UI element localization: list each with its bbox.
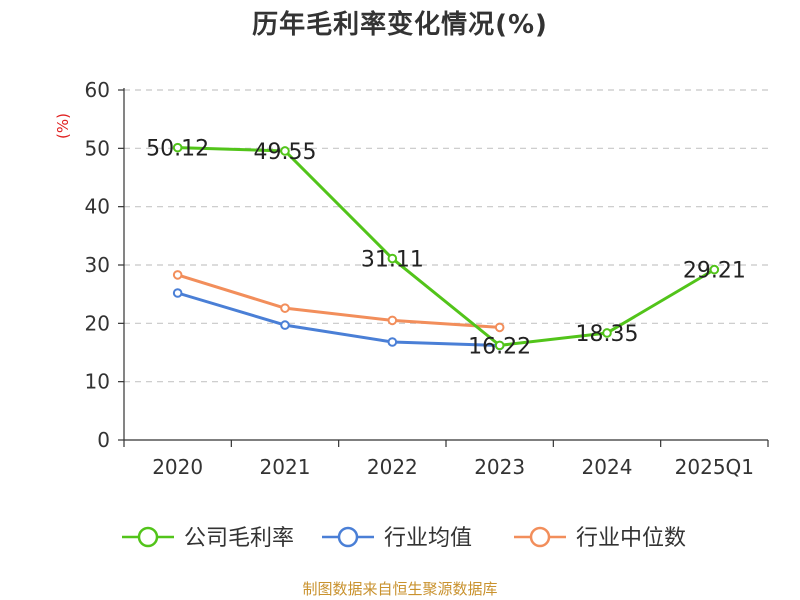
y-tick-label: 40 [85, 195, 110, 219]
x-tick-label: 2023 [474, 455, 525, 479]
data-point [709, 264, 720, 275]
legend-marker [529, 526, 551, 548]
legend-item-2[interactable]: 行业中位数 [514, 526, 686, 551]
series-line-0 [177, 146, 716, 347]
data-label: 50.12 [146, 137, 209, 162]
data-label: 18.35 [576, 322, 639, 347]
legend-item-0[interactable]: 公司毛利率 [122, 526, 294, 551]
data-label: 31.11 [361, 248, 424, 273]
data-point [172, 142, 183, 153]
y-tick-label: 50 [85, 136, 110, 160]
series-lines [172, 142, 720, 351]
y-tick-label: 10 [85, 370, 110, 394]
legend-label: 公司毛利率 [184, 526, 294, 551]
x-tick-label: 2021 [260, 455, 311, 479]
y-tick-label: 20 [85, 311, 110, 335]
data-point [387, 337, 398, 347]
series-line-1 [177, 291, 500, 347]
data-labels: 50.12 49.55 31.11 16.22 18.35 29.21 [146, 137, 746, 360]
y-tick-label: 0 [97, 428, 110, 452]
legend-marker [337, 526, 359, 548]
data-point [494, 340, 505, 351]
legend-item-1[interactable]: 行业均值 [322, 526, 472, 551]
y-tick-label: 60 [85, 78, 110, 102]
legend[interactable]: 公司毛利率 行业均值 行业中位数 [122, 526, 686, 551]
data-point [172, 270, 183, 280]
legend-label: 行业中位数 [576, 526, 686, 551]
x-tick-label: 2022 [367, 455, 418, 479]
series-line-2 [177, 273, 500, 329]
data-label: 49.55 [254, 140, 317, 165]
data-label: 16.22 [468, 334, 531, 359]
y-axis-unit-label: (%) [54, 113, 72, 139]
data-point [387, 315, 398, 326]
data-point [280, 146, 290, 156]
data-point [387, 253, 398, 264]
data-point [280, 303, 290, 313]
legend-marker [137, 526, 159, 548]
y-tick-label: 30 [85, 253, 110, 277]
legend-label: 行业均值 [384, 526, 472, 551]
axes: 0 10 20 30 40 50 60 (%) 2020 2021 2022 2023 2024 2025… [54, 78, 769, 479]
x-tick-label: 2025Q1 [675, 455, 754, 479]
data-point [602, 328, 612, 338]
data-point [280, 320, 290, 330]
x-tick-label: 2020 [152, 455, 203, 479]
source-footer: 制图数据来自恒生聚源数据库 [302, 580, 498, 598]
chart-title: 历年毛利率变化情况(%) [252, 10, 548, 40]
x-tick-label: 2024 [582, 455, 633, 479]
data-label: 29.21 [683, 259, 746, 284]
grid-lines [124, 89, 768, 383]
data-point [172, 288, 183, 298]
data-point [494, 322, 505, 333]
